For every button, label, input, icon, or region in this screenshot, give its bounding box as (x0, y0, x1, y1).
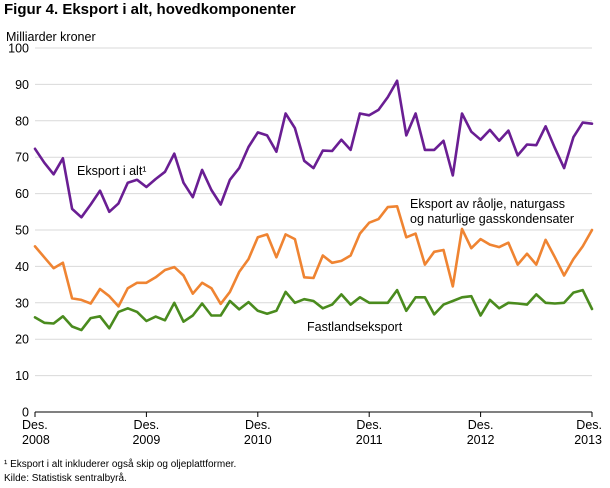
y-tick-label: 20 (15, 333, 29, 347)
y-tick-label: 80 (15, 114, 29, 128)
series-line-2 (33, 288, 594, 332)
annotation-fastlandseksport: Fastlandseksport (307, 320, 403, 334)
x-tick-label-line2: 2009 (132, 433, 160, 447)
series-line-1 (33, 205, 594, 308)
y-axis: 0 10 20 30 40 50 60 70 80 90 100 (8, 42, 29, 420)
y-tick-label: 60 (15, 187, 29, 201)
series-annotations: Eksport i alt¹ Eksport av råolje, naturg… (77, 164, 574, 334)
y-tick-label: 40 (15, 260, 29, 274)
y-axis-unit-label: Milliarder kroner (6, 30, 96, 44)
footnote: ¹ Eksport i alt inkluderer også skip og … (4, 459, 237, 470)
series-lines (33, 79, 594, 332)
x-tick-label-line2: 2008 (22, 433, 50, 447)
y-tick-label: 50 (15, 224, 29, 238)
x-tick-label-line2: 2011 (356, 433, 383, 447)
annotation-raaolje-line1: Eksport av råolje, naturgass (410, 197, 565, 211)
source-note: Kilde: Statistisk sentralbyrå. (4, 473, 127, 484)
x-tick-label-line1: Des. (22, 418, 48, 432)
gridlines (35, 47, 592, 413)
x-tick-label-line2: 2013 (574, 433, 602, 447)
y-tick-label: 100 (8, 42, 29, 56)
y-tick-label: 10 (15, 369, 29, 383)
x-tick-label-line1: Des. (245, 418, 271, 432)
x-tick-label-line1: Des. (576, 418, 602, 432)
x-tick-label-line2: 2012 (467, 433, 495, 447)
y-tick-label: 30 (15, 296, 29, 310)
annotation-raaolje-line2: og naturlige gasskondensater (410, 212, 574, 226)
series-line-0 (33, 79, 594, 219)
x-tick-label-line1: Des. (134, 418, 160, 432)
y-tick-label: 90 (15, 78, 29, 92)
x-tick-label-line1: Des. (468, 418, 494, 432)
x-tick-label-line1: Des. (356, 418, 382, 432)
x-tick-label-line2: 2010 (244, 433, 272, 447)
annotation-eksport-i-alt: Eksport i alt¹ (77, 164, 146, 178)
y-tick-label: 70 (15, 151, 29, 165)
y-tick-label: 0 (22, 406, 29, 420)
figure-title: Figur 4. Eksport i alt, hovedkomponenter (4, 1, 296, 18)
x-axis: Des.2008Des.2009Des.2010Des.2011Des.2012… (22, 412, 602, 447)
